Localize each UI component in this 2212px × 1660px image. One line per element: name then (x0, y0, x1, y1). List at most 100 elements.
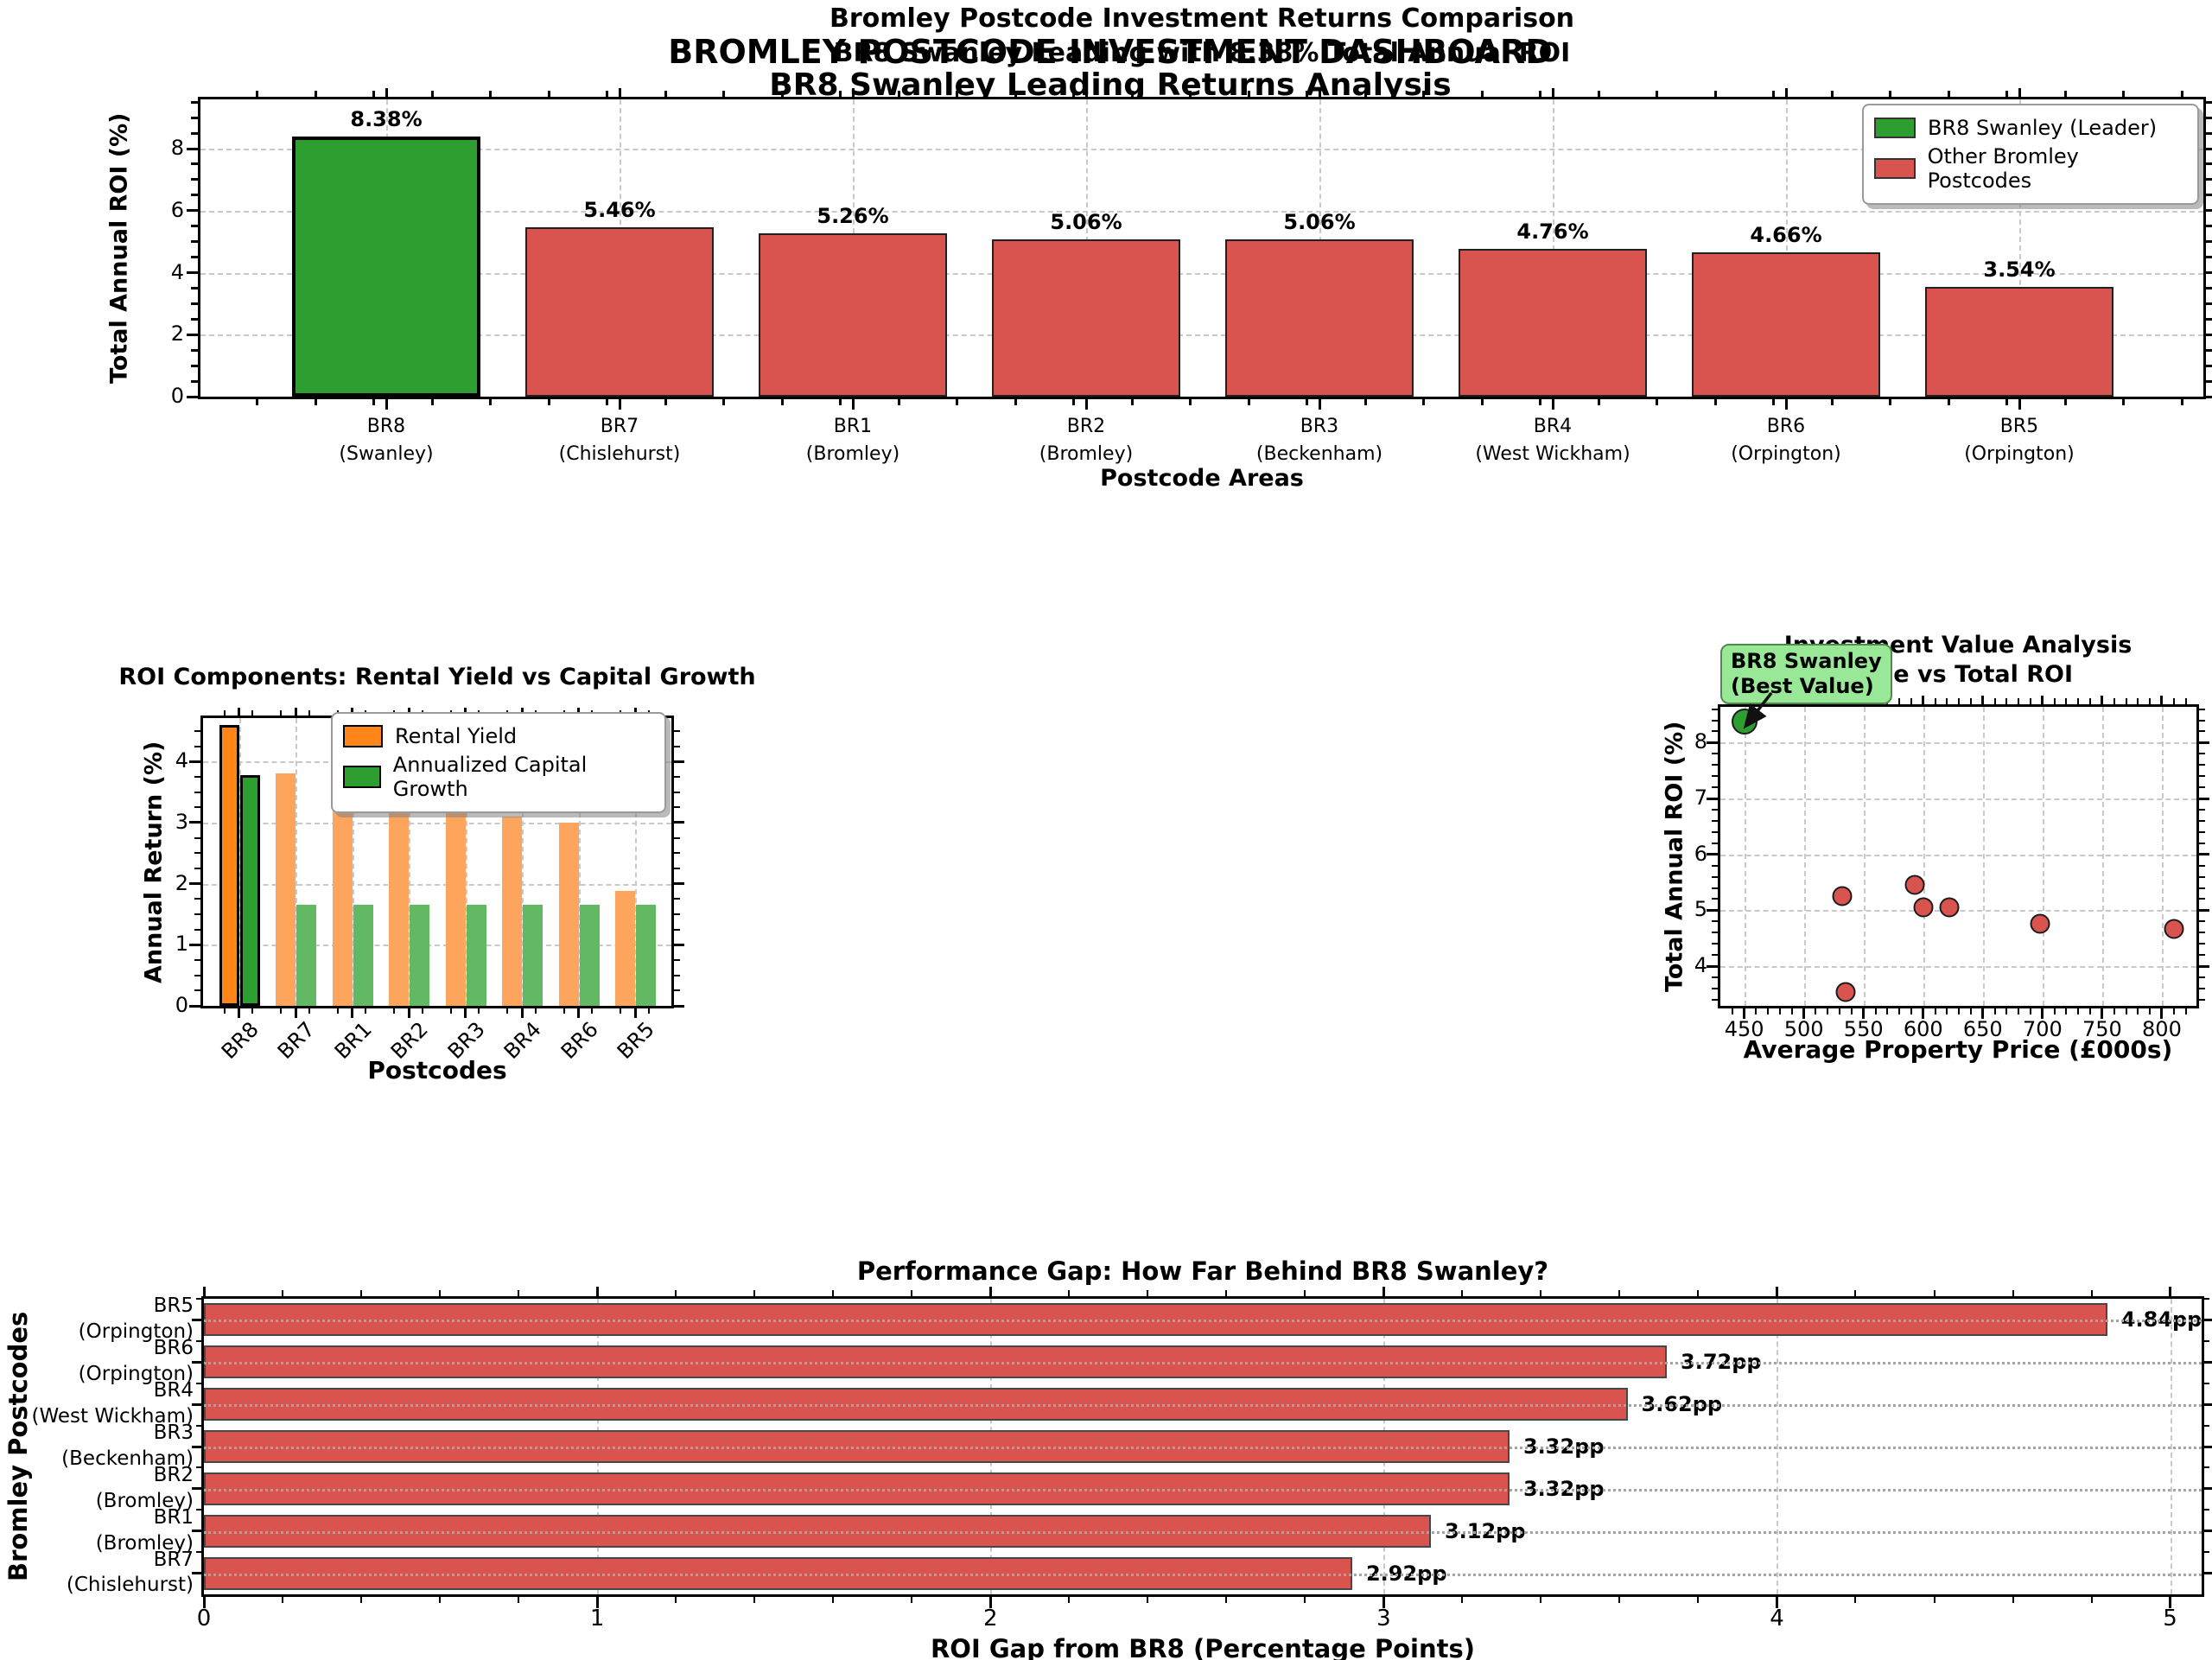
tick-mark (1712, 842, 1718, 844)
x-tick-label: 4 (1770, 1606, 1784, 1631)
tick-mark (2199, 808, 2205, 811)
tick-mark (1874, 1008, 1877, 1014)
tick-mark (2199, 853, 2209, 856)
tick-mark (897, 399, 900, 405)
tick-mark (911, 1597, 913, 1603)
bar-value-label: 5.46% (583, 198, 656, 223)
tick-mark (2018, 1008, 2020, 1014)
leader-legend-label: BR8 Swanley (Leader) (1928, 116, 2158, 140)
tick-mark (1712, 943, 1718, 945)
components-chart-title: ROI Components: Rental Yield vs Capital … (118, 664, 756, 690)
tick-mark (1802, 1008, 1806, 1019)
x-tick-label: BR1 (329, 1017, 377, 1065)
gridline (2161, 707, 2164, 1006)
y-tick-label: BR1 (Bromley) (95, 1505, 194, 1555)
capital-growth-swatch (343, 766, 381, 788)
tick-mark (2018, 399, 2021, 410)
tick-mark (1934, 698, 1936, 704)
x-tick-label: 750 (2082, 1017, 2122, 1041)
tick-mark (2063, 91, 2067, 97)
tick-mark (506, 710, 509, 716)
gridline (200, 334, 2203, 337)
y-tick-label: 0 (175, 993, 188, 1017)
tick-mark (1910, 698, 1912, 704)
tick-mark (1712, 887, 1718, 889)
tick-mark (1839, 1008, 1841, 1014)
gridline (238, 718, 241, 1006)
tick-mark (1712, 998, 1718, 1001)
tick-mark (1712, 708, 1718, 710)
tick-mark (1551, 399, 1554, 410)
gap-y-axis-label: Bromley Postcodes (3, 1311, 33, 1582)
tick-mark (1775, 1287, 1778, 1296)
tick-mark (2089, 1008, 2092, 1014)
scatter-point (1904, 875, 1925, 895)
tick-mark (1068, 1290, 1071, 1296)
tick-mark (189, 821, 200, 824)
tick-mark (674, 760, 684, 763)
tick-mark (1862, 1008, 1866, 1019)
tick-mark (2172, 1008, 2175, 1014)
tick-mark (1697, 1597, 1700, 1603)
tick-mark (1970, 1008, 1972, 1014)
tick-mark (534, 710, 537, 716)
x-tick-label: 1 (589, 1606, 605, 1631)
tick-mark (674, 882, 684, 886)
scatter-point (1913, 897, 1934, 918)
tick-mark (1712, 730, 1718, 733)
tick-mark (1889, 91, 1891, 97)
tick-mark (1922, 1008, 1925, 1019)
tick-mark (393, 710, 396, 716)
scatter-point (1835, 982, 1856, 1002)
tick-mark (191, 116, 198, 119)
tick-mark (2206, 395, 2212, 398)
bar-value-label: 3.32pp (1522, 1434, 1605, 1459)
y-tick-label: 3 (175, 809, 188, 834)
tick-mark (2204, 1509, 2209, 1511)
y-tick-label: 6 (170, 197, 184, 222)
tick-mark (2206, 379, 2212, 383)
tick-mark (238, 708, 240, 716)
tick-mark (2206, 286, 2212, 289)
x-tick-label: BR1 (Bromley) (805, 416, 900, 465)
tick-mark (2204, 1382, 2209, 1384)
tick-mark (1862, 696, 1866, 704)
roi-bar (525, 227, 714, 397)
tick-mark (280, 1008, 283, 1014)
x-tick-label: BR3 (Beckenham) (1255, 416, 1383, 465)
tick-mark (308, 1008, 310, 1014)
tick-mark (2204, 1466, 2209, 1469)
gridline (620, 99, 621, 397)
tick-mark (191, 379, 198, 383)
gridline (352, 718, 354, 1006)
tick-mark (1382, 1597, 1385, 1608)
tick-mark (620, 1008, 622, 1014)
gridline (2019, 99, 2021, 397)
gridline (2101, 707, 2104, 1006)
tick-mark (1540, 1290, 1542, 1296)
tick-mark (191, 302, 198, 305)
others-legend-label: Other Bromley Postcodes (1927, 144, 2079, 193)
tick-mark (2149, 698, 2152, 704)
tick-mark (2206, 348, 2212, 352)
tick-mark (1306, 399, 1308, 405)
gap-bar (204, 1472, 1510, 1505)
tick-mark (753, 1597, 756, 1603)
tick-mark (351, 708, 353, 716)
tick-mark (2184, 1008, 2187, 1014)
tick-mark (1743, 696, 1746, 704)
tick-mark (1130, 399, 1134, 405)
tick-mark (2180, 399, 2183, 405)
tick-mark (187, 209, 198, 213)
value-chart-subtitle: Price vs Total ROI (1842, 661, 2074, 688)
tick-mark (674, 974, 680, 976)
tick-mark (351, 1008, 353, 1018)
gridline (578, 718, 581, 1006)
tick-mark (2137, 698, 2139, 704)
tick-mark (2125, 698, 2127, 704)
tick-mark (1697, 1290, 1700, 1296)
tick-mark (595, 1597, 599, 1608)
tick-mark (1947, 399, 1950, 405)
tick-mark (1854, 1597, 1857, 1603)
tick-mark (1707, 964, 1718, 968)
